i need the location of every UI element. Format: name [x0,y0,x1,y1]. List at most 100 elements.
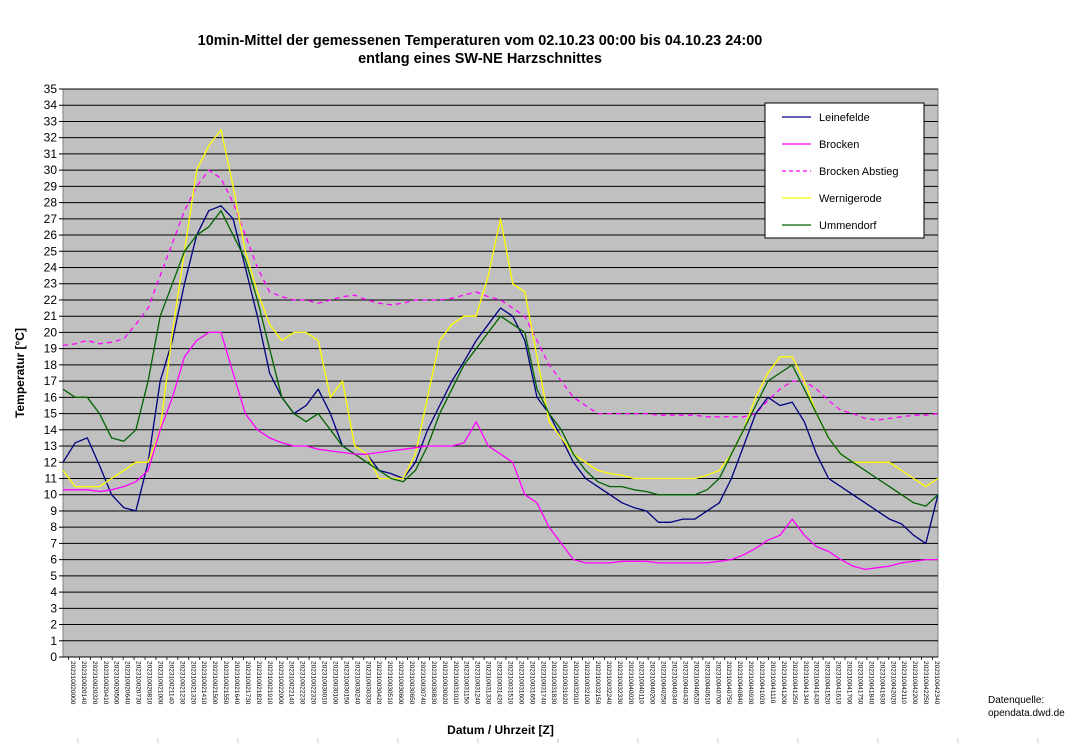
legend-label: Brocken [819,139,859,151]
x-tick-label: 202310030740 [419,661,426,705]
x-tick-label: 202310020500 [113,661,120,705]
x-tick-label: 202310022000 [277,661,284,705]
x-tick-label: 202310030010 [321,661,328,705]
x-tick-label: 202310021000 [156,661,163,705]
y-tick-label: 9 [50,504,57,518]
y-tick-label: 26 [44,228,58,242]
y-tick-label: 1 [50,634,57,648]
x-tick-label: 202310020730 [135,661,142,705]
x-tick-label: 202310042250 [922,661,929,705]
x-tick-label: 202310031330 [485,661,492,705]
x-tick-label: 202310030600 [397,661,404,705]
chart-subtitle: entlang eines SW-NE Harzschnittes [358,51,602,67]
y-tick-label: 11 [45,471,58,485]
x-tick-label: 202310031830 [550,661,557,705]
x-tick-label: 202310040750 [725,661,732,705]
x-tick-label: 202310040610 [703,661,710,705]
x-tick-label: 202310040340 [671,661,678,705]
x-tick-label: 202310032100 [583,661,590,705]
x-tick-label: 202310041700 [846,661,853,705]
y-tick-label: 33 [44,114,58,128]
chart-title: 10min-Mittel der gemessenen Temperaturen… [197,33,763,49]
series-line-brocken [63,331,938,571]
series-line-ummendorf [62,210,939,507]
y-tick-label: 2 [50,618,57,632]
y-tick-label: 8 [50,520,57,534]
y-tick-label: 27 [44,212,58,226]
x-tick-label: 202310020000 [69,661,76,705]
x-tick-label: 202310040110 [638,661,645,704]
x-tick-label: 202310042110 [900,661,907,704]
y-tick-label: 21 [44,309,58,323]
x-tick-label: 202310022230 [299,661,306,705]
x-tick-label: 202310041430 [813,661,820,705]
x-tick-label: 202310021140 [167,661,174,704]
series-line-brocken-abstieg [62,169,939,421]
x-tick-label: 202310021820 [255,661,262,705]
y-tick-label: 29 [44,179,58,193]
legend-label: Leinefelde [819,112,870,124]
x-tick-label: 202310021910 [266,661,273,705]
x-tick-label: 202310041200 [780,661,787,705]
legend-label: Brocken Abstieg [819,166,899,178]
x-tick-label: 202310040250 [660,661,667,705]
x-tick-label: 202310032240 [605,661,612,705]
x-tick-label: 202310020140 [80,661,87,705]
x-tick-label: 202310041340 [802,661,809,705]
x-tick-label: 202310032330 [616,661,623,705]
x-tick-label: 202310021640 [233,661,240,705]
x-tick-label: 202310030420 [375,661,382,705]
x-tick-label: 202310021410 [200,661,207,705]
x-tick-label: 202310042200 [911,661,918,705]
x-tick-label: 202310022320 [310,661,317,705]
x-tick-label: 202310031920 [561,661,568,705]
x-tick-label: 202310040700 [714,661,721,705]
x-tick-label: 202310031740 [539,661,546,705]
x-tick-label: 202310042020 [889,661,896,705]
x-tick-label: 202310040020 [627,661,634,705]
x-axis-label: Datum / Uhrzeit [Z] [447,723,554,737]
y-tick-label: 23 [44,277,58,291]
x-tick-label: 202310021230 [178,661,185,705]
x-tick-label: 202310030510 [386,661,393,705]
y-tick-label: 30 [44,163,58,177]
y-axis-label: Temperatur [°C] [13,328,27,418]
y-tick-label: 28 [44,196,58,210]
y-tick-label: 25 [44,244,58,258]
y-tick-label: 18 [44,358,58,372]
x-tick-label: 202310030150 [342,661,349,705]
x-tick-label: 202310020640 [124,661,131,705]
x-tick-label: 202310021550 [222,661,229,705]
y-tick-label: 20 [44,325,58,339]
x-tick-label: 202310030650 [408,661,415,705]
y-tick-label: 10 [44,488,58,502]
x-tick-label: 202310032150 [594,661,601,705]
y-tick-label: 13 [44,439,58,453]
y-tick-label: 22 [44,293,58,307]
x-tick-label: 202310031010 [452,661,459,705]
x-tick-label: 202310030920 [441,661,448,705]
x-tick-label: 202310031510 [506,661,513,705]
y-tick-label: 31 [44,147,58,161]
x-tick-label: 202310041750 [856,661,863,705]
x-tick-label: 202310031650 [528,661,535,705]
x-tick-label: 202310030240 [353,661,360,705]
y-tick-label: 12 [44,455,58,469]
y-tick-label: 0 [50,650,57,664]
x-tick-label: 202310042340 [933,661,940,705]
y-tick-label: 34 [44,98,58,112]
x-tick-label: 202310031150 [463,661,470,704]
x-tick-label: 202310041250 [791,661,798,705]
y-tick-label: 32 [44,131,58,145]
y-tick-label: 35 [44,82,58,96]
y-tick-label: 19 [44,342,58,356]
series-line-wernigerode [62,128,939,488]
x-tick-label: 202310031600 [517,661,524,705]
x-tick-label: 202310041520 [824,661,831,705]
data-source-label: Datenquelle: [988,695,1045,706]
x-tick-label: 202310032010 [572,661,579,705]
x-tick-label: 202310020410 [102,661,109,705]
x-tick-label: 202310030330 [364,661,371,705]
data-source-note: Datenquelle: opendata.dwd.de [988,694,1065,720]
